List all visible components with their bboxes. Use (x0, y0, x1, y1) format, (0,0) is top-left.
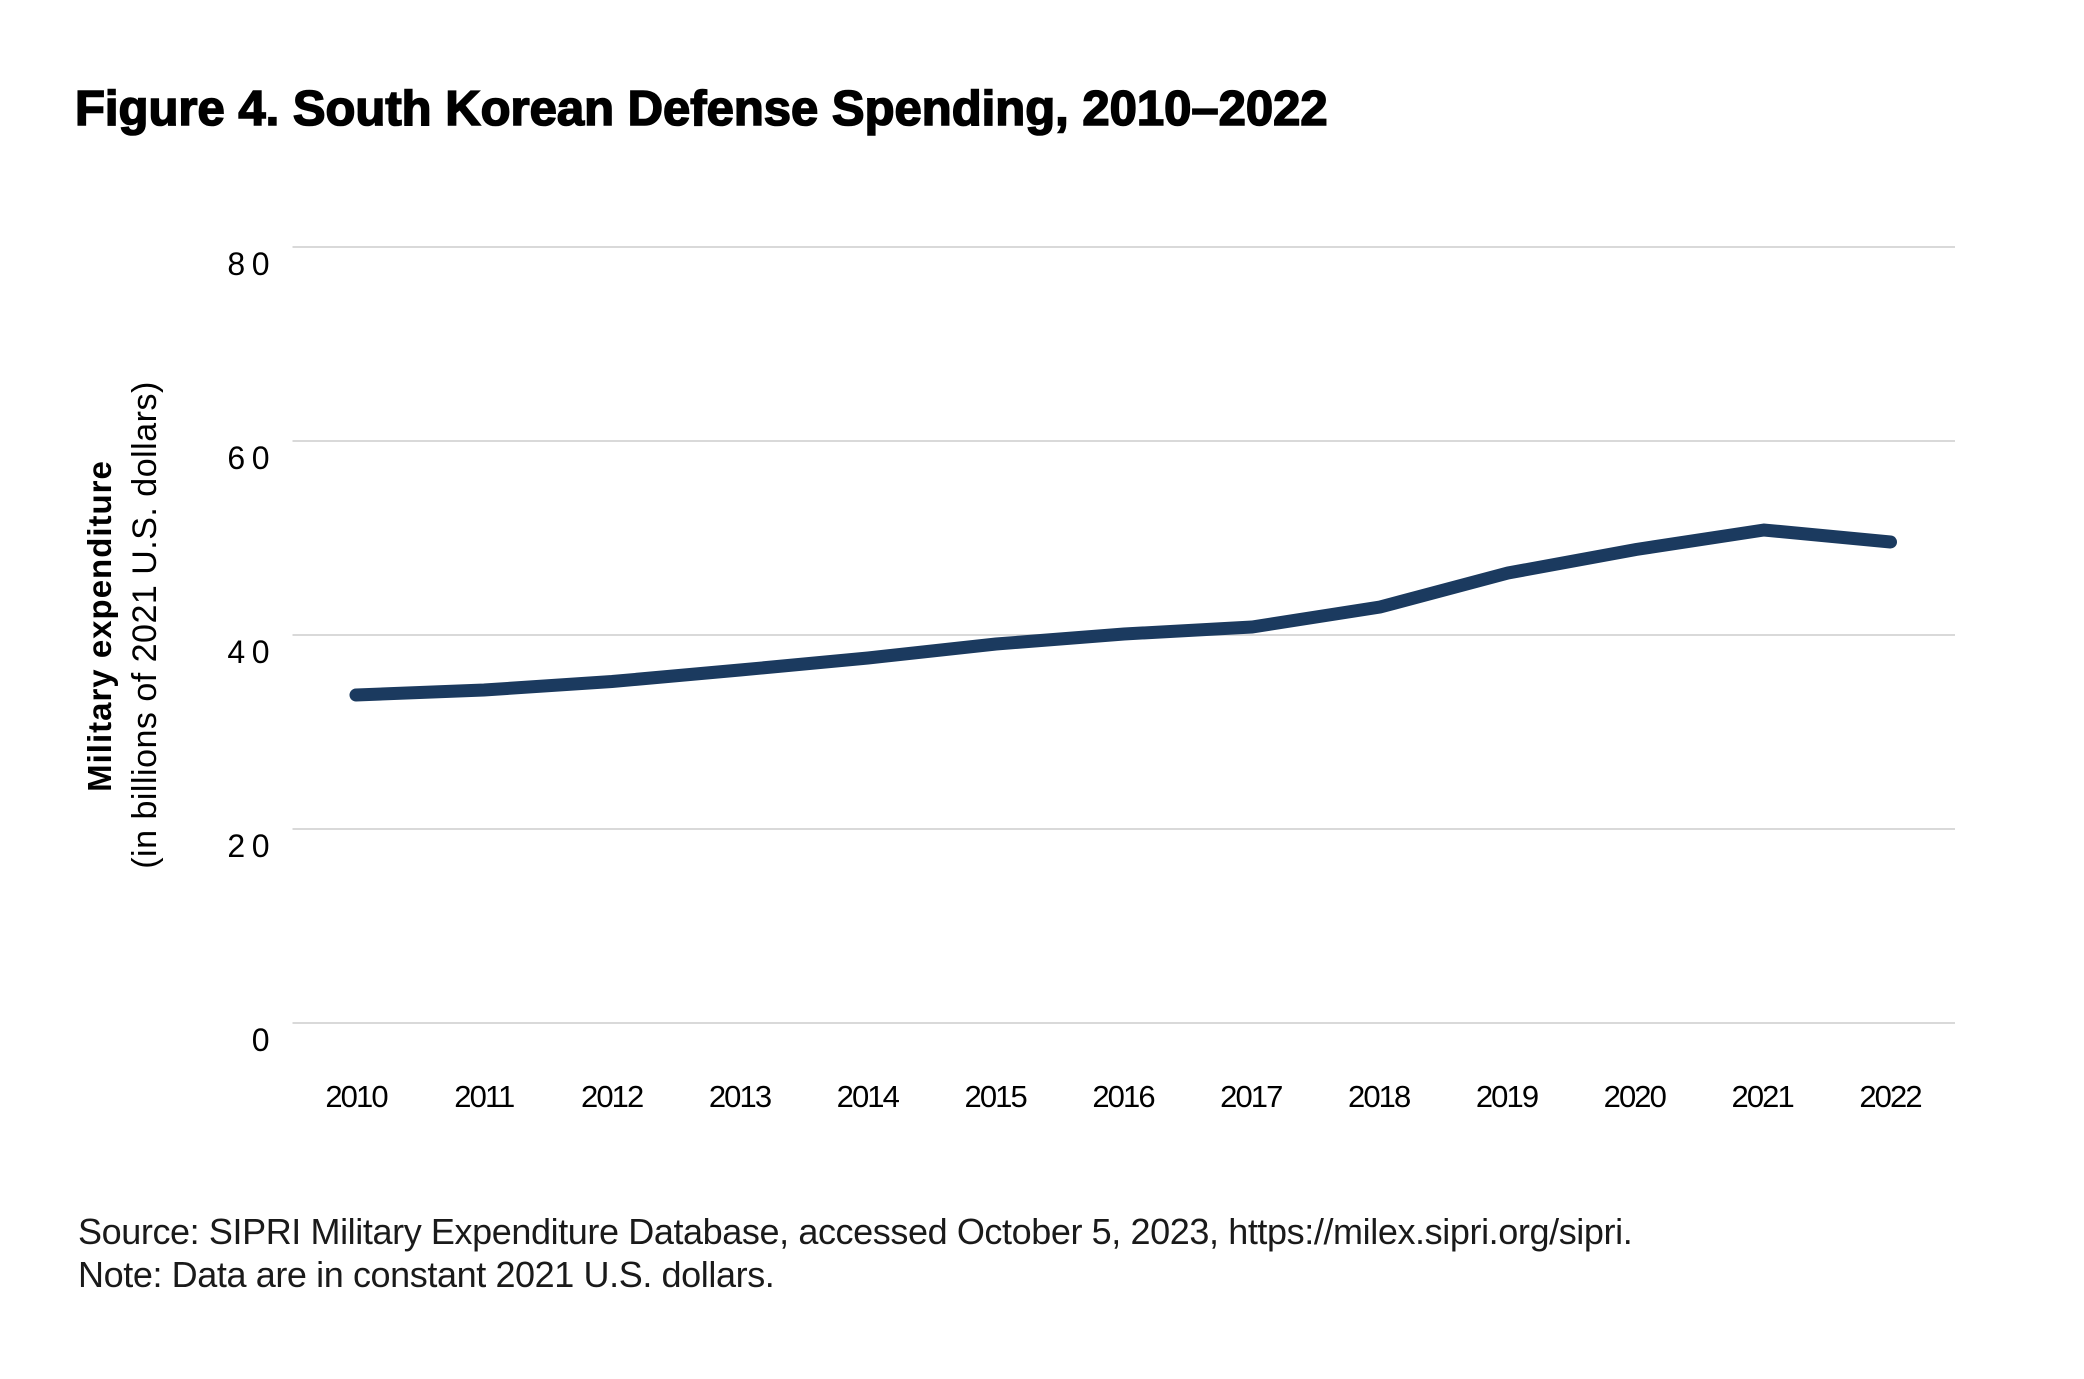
svg-text:2018: 2018 (1348, 1079, 1410, 1114)
svg-text:Figure 4. South Korean Defense: Figure 4. South Korean Defense Spending,… (75, 82, 1328, 136)
svg-text:Note: Data are in constant 202: Note: Data are in constant 2021 U.S. dol… (78, 1254, 774, 1295)
svg-text:Source: SIPRI Military Expendi: Source: SIPRI Military Expenditure Datab… (78, 1211, 1632, 1252)
svg-text:2022: 2022 (1859, 1079, 1921, 1114)
svg-text:2019: 2019 (1476, 1079, 1538, 1114)
svg-text:2021: 2021 (1732, 1079, 1794, 1114)
svg-text:2011: 2011 (454, 1079, 514, 1114)
svg-text:0: 0 (252, 1022, 276, 1058)
svg-text:(in billions of 2021 U.S. doll: (in billions of 2021 U.S. dollars) (126, 381, 164, 869)
svg-text:80: 80 (227, 246, 276, 282)
svg-text:Military expenditure: Military expenditure (81, 460, 118, 792)
svg-text:2010: 2010 (325, 1079, 388, 1114)
svg-text:2020: 2020 (1604, 1079, 1667, 1114)
svg-text:40: 40 (227, 634, 276, 670)
svg-text:2014: 2014 (837, 1079, 900, 1114)
svg-text:20: 20 (227, 828, 276, 864)
svg-text:2015: 2015 (965, 1079, 1027, 1114)
svg-text:2017: 2017 (1220, 1079, 1282, 1114)
svg-text:60: 60 (227, 440, 276, 476)
svg-text:2013: 2013 (709, 1079, 771, 1114)
svg-text:2016: 2016 (1092, 1079, 1154, 1114)
svg-text:2012: 2012 (581, 1079, 643, 1114)
